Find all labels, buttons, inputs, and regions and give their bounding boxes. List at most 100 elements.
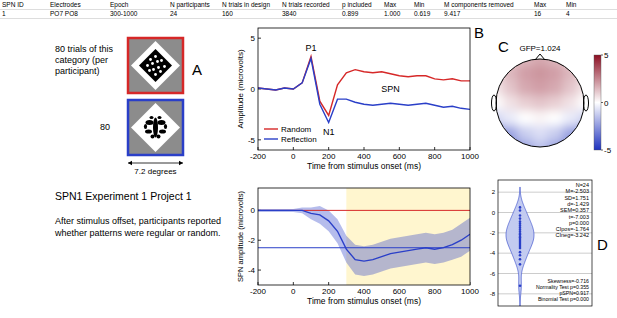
participant-point xyxy=(519,217,522,220)
participant-point xyxy=(519,284,522,287)
topo-cell xyxy=(517,80,533,96)
stat-text: d=-1.429 xyxy=(567,201,589,207)
table-rule xyxy=(0,18,617,19)
topo-cell xyxy=(517,65,533,81)
y-tick-label: -6 xyxy=(490,271,496,277)
x-tick-label: 600 xyxy=(393,287,407,296)
topo-cell xyxy=(487,141,503,157)
table-cell: 300-1000 xyxy=(110,10,138,17)
stimulus-frame xyxy=(128,38,183,93)
ear xyxy=(492,95,497,111)
topo-cell xyxy=(502,80,518,96)
x-tick xyxy=(364,147,365,150)
table-header: M components removed xyxy=(444,1,514,9)
x-tick xyxy=(328,147,329,150)
topo-cell xyxy=(532,111,548,127)
topo-cell xyxy=(532,126,548,142)
topo-cell xyxy=(548,111,564,127)
participant-point xyxy=(519,263,522,266)
y-tick-label: 5 xyxy=(251,34,256,43)
participant-point xyxy=(519,251,522,254)
topo-cell xyxy=(532,65,548,81)
topo-cell xyxy=(548,65,564,81)
table-header: p included xyxy=(342,1,372,9)
topo-map xyxy=(487,50,593,156)
topo-cell xyxy=(563,141,579,157)
topo-cell xyxy=(578,111,594,127)
panel-label: A xyxy=(192,61,202,78)
stimulus-frame xyxy=(128,100,183,155)
table-header: Min xyxy=(566,1,577,8)
y-tick-label: 0 xyxy=(251,206,256,215)
topo-cell xyxy=(548,80,564,96)
legend-swatch xyxy=(264,138,278,139)
stimulus-dot xyxy=(154,55,157,58)
y-tick xyxy=(258,270,261,271)
y-tick xyxy=(258,240,261,241)
table-cell: 4 xyxy=(566,10,570,17)
table-header: N participants xyxy=(170,1,210,9)
topo-cell xyxy=(487,126,503,142)
topo-cell xyxy=(578,126,594,142)
stimulus-diamond xyxy=(131,41,180,90)
stimulus-dot xyxy=(146,64,149,67)
topo-cell xyxy=(563,50,579,66)
stat-text: CIneg=-3.242 xyxy=(556,232,589,238)
caption-title: SPN1 Experiment 1 Project 1 xyxy=(55,190,192,202)
plot-frame xyxy=(258,188,470,285)
topo-cell xyxy=(532,141,548,157)
legend-label: Random xyxy=(281,125,312,134)
participant-point xyxy=(519,258,522,261)
table-header: Max xyxy=(534,1,547,8)
topo-cell xyxy=(578,141,594,157)
x-tick-label: 800 xyxy=(428,152,442,161)
stimulus-label: 80 trials of this category (per particip… xyxy=(55,44,125,77)
series-line xyxy=(258,210,470,261)
table-cell: 1 xyxy=(2,10,6,17)
topo-cell xyxy=(517,111,533,127)
table-cell: 16 xyxy=(534,10,542,17)
stimulus-dot xyxy=(148,69,151,72)
x-tick-label: 800 xyxy=(428,287,442,296)
stimulus-blob xyxy=(159,130,166,134)
table-header: SPN ID xyxy=(2,1,24,8)
stimulus-dot xyxy=(160,59,163,62)
stimulus-blob xyxy=(157,135,161,139)
stat-text: N=24 xyxy=(576,182,589,188)
x-tick-label: -200 xyxy=(250,152,267,161)
size-arrow xyxy=(128,163,183,164)
topo-cell xyxy=(578,50,594,66)
annotation: SPN xyxy=(381,84,400,94)
x-tick-label: 600 xyxy=(393,152,407,161)
panel-label: B xyxy=(474,24,484,41)
table-cell: PO7 PO8 xyxy=(50,10,78,17)
nose xyxy=(535,54,545,60)
table-header: Min xyxy=(414,1,425,8)
stimulus-dot xyxy=(154,73,157,76)
x-tick-label: 200 xyxy=(322,152,336,161)
stimulus-blob xyxy=(151,135,155,139)
participant-point xyxy=(519,214,522,217)
stimulus-diamond xyxy=(131,103,180,152)
table-cell: 160 xyxy=(222,10,233,17)
panel-label: D xyxy=(597,236,608,253)
y-tick xyxy=(258,38,261,39)
stimulus-dot xyxy=(163,65,166,68)
stat-text: CIpos=-1.764 xyxy=(556,226,589,232)
topo-cell xyxy=(487,111,503,127)
colorbar-tick-label: -5 xyxy=(604,146,612,155)
y-tick-label: -2 xyxy=(490,230,496,236)
x-tick-label: 0 xyxy=(291,152,296,161)
stat-text: p=0.000 xyxy=(569,220,589,226)
arrow-head xyxy=(179,161,183,165)
x-tick xyxy=(293,147,294,150)
stimulus-blob xyxy=(164,124,167,129)
x-tick xyxy=(328,282,329,285)
axes: -20002004006008001000-505Time from stimu… xyxy=(236,34,479,171)
stimulus-dot xyxy=(149,58,152,61)
ci-band xyxy=(258,206,470,276)
stimulus-blob xyxy=(145,130,152,134)
topo-cell xyxy=(502,95,518,111)
topo-cell xyxy=(532,95,548,111)
y-tick-label: -2 xyxy=(248,236,256,245)
